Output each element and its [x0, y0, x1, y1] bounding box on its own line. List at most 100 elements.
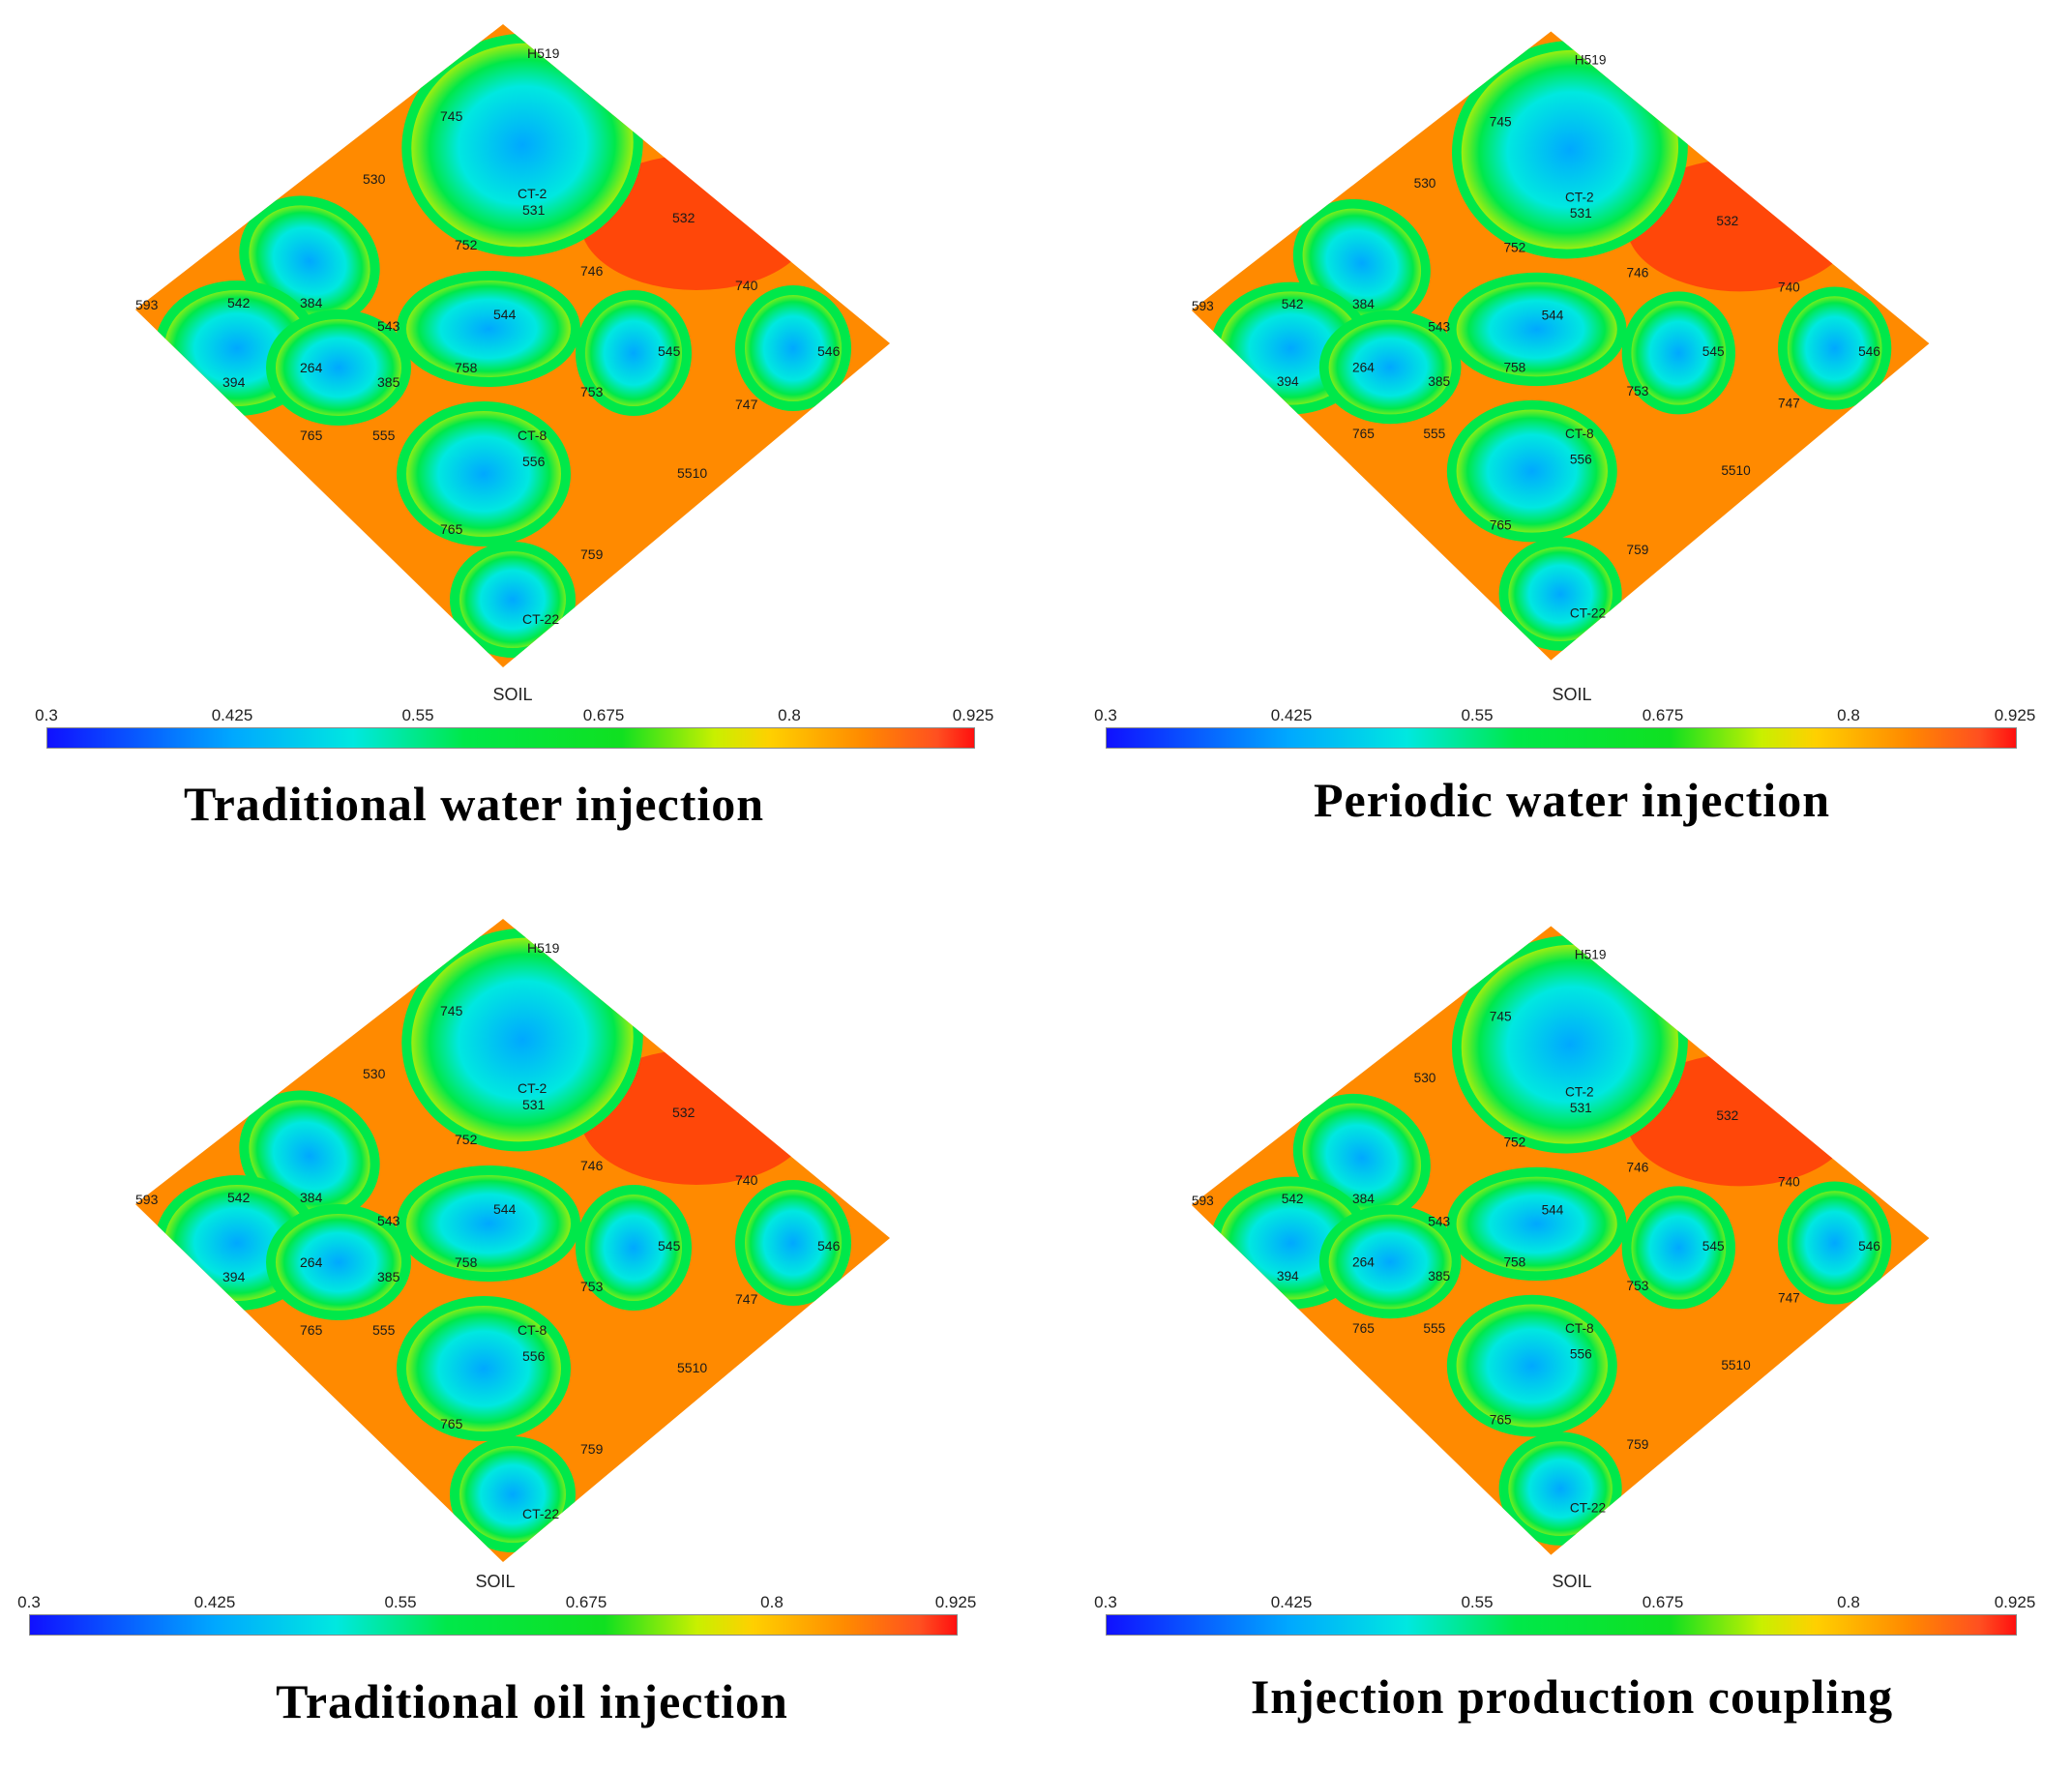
tick-label: 0.425: [1270, 1593, 1313, 1611]
well-label: 5510: [677, 465, 707, 481]
well-label: 752: [455, 237, 478, 252]
well-label: 385: [1428, 1269, 1450, 1283]
low-saturation-zone: [266, 1204, 411, 1320]
well-label: 758: [455, 1254, 478, 1270]
well-label: 747: [1778, 1291, 1800, 1306]
well-label: 544: [493, 307, 517, 322]
well-label: 544: [1542, 1203, 1564, 1218]
low-saturation-zone: [1777, 1181, 1892, 1305]
well-label: 546: [1858, 1239, 1880, 1254]
colorbar-title: SOIL: [475, 1572, 516, 1591]
well-label: 530: [363, 1066, 386, 1081]
well-label: 546: [1858, 344, 1880, 359]
well-label: 543: [377, 318, 400, 334]
well-label: 544: [1542, 309, 1564, 323]
well-label: 264: [1352, 360, 1375, 374]
well-label: 542: [1282, 1192, 1304, 1206]
well-label: CT-2: [518, 186, 548, 201]
well-label: 394: [222, 1269, 246, 1284]
colorbar-title: SOIL: [1552, 685, 1592, 704]
well-label: 745: [1490, 114, 1512, 129]
well-label: 765: [300, 428, 323, 443]
well-label: 542: [227, 295, 251, 310]
well-label: 530: [1414, 1071, 1436, 1085]
low-saturation-zone: [576, 290, 692, 416]
panel-caption: Injection production coupling: [1250, 1669, 1894, 1724]
well-label: 385: [377, 1269, 400, 1284]
well-label: 556: [1570, 1346, 1592, 1361]
well-label: 545: [658, 1238, 681, 1254]
colorbar: 0.3 0.425 0.55 0.675 0.8 0.925: [1094, 1593, 2035, 1651]
well-label: 530: [1414, 176, 1436, 191]
well-label: CT-8: [1565, 427, 1594, 441]
tick-label: 0.3: [17, 1593, 41, 1611]
low-saturation-zone: [1621, 291, 1735, 415]
well-label: 758: [1503, 1254, 1525, 1269]
well-label: 5510: [677, 1360, 707, 1375]
low-saturation-zone: [735, 1180, 851, 1306]
well-label: 555: [372, 1322, 396, 1338]
low-saturation-zone: [397, 401, 571, 546]
well-label: 264: [300, 1254, 323, 1270]
tick-label: 0.55: [1461, 706, 1494, 724]
well-label: 758: [455, 360, 478, 375]
tick-label: 0.675: [582, 706, 625, 724]
well-label: 545: [1702, 1239, 1725, 1254]
colorbar-gradient: [46, 727, 975, 749]
well-label: 542: [227, 1190, 251, 1205]
colorbar: 0.3 0.425 0.55 0.675 0.8 0.925: [1094, 706, 2036, 764]
well-label: 593: [1192, 1194, 1214, 1208]
well-label: 753: [580, 1279, 604, 1294]
tick-label: 0.3: [35, 706, 58, 724]
well-label: 542: [1282, 297, 1304, 311]
tick-label: 0.8: [760, 1593, 784, 1611]
low-saturation-zone: [735, 285, 851, 411]
well-label: 5510: [1721, 1358, 1751, 1372]
well-label: 544: [493, 1201, 517, 1217]
well-label: 759: [580, 546, 604, 562]
tick-label: 0.55: [1461, 1593, 1494, 1611]
well-label: 545: [1702, 344, 1725, 359]
tick-label: 0.425: [1270, 706, 1313, 724]
well-label: 746: [580, 1158, 604, 1173]
tick-label: 0.925: [934, 1593, 977, 1611]
well-label: 752: [1503, 240, 1525, 254]
well-label: 394: [1277, 1269, 1299, 1283]
well-label: 543: [377, 1213, 400, 1228]
low-saturation-zone: [1498, 537, 1622, 651]
well-label: 394: [1277, 374, 1299, 389]
well-label: 531: [522, 202, 546, 218]
well-label: 765: [1352, 1321, 1375, 1336]
low-saturation-zone: [1446, 272, 1627, 387]
well-label: 759: [1627, 1437, 1649, 1452]
well-label: H519: [1575, 948, 1607, 962]
well-label: 555: [372, 428, 396, 443]
colorbar-gradient: [1106, 1614, 2017, 1636]
well-label: 593: [1192, 299, 1214, 313]
tick-label: 0.55: [384, 1593, 417, 1611]
tick-label: 0.425: [211, 706, 253, 724]
well-label: CT-22: [522, 1506, 559, 1521]
colorbar: 0.3 0.425 0.55 0.675 0.8 0.925: [35, 706, 993, 764]
tick-label: 0.925: [1994, 706, 2036, 724]
well-label: CT-2: [1565, 1084, 1594, 1099]
low-saturation-zone: [1446, 399, 1617, 543]
well-label: 765: [1352, 427, 1375, 441]
tick-label: 0.925: [952, 706, 994, 724]
tick-label: 0.675: [1642, 1593, 1684, 1611]
well-label: 753: [580, 384, 604, 399]
panel-caption: Periodic water injection: [1313, 773, 1831, 827]
well-label: 556: [522, 1348, 546, 1364]
well-label: 543: [1428, 319, 1450, 334]
well-label: 5510: [1721, 463, 1751, 478]
well-label: CT-8: [518, 428, 548, 443]
well-label: 747: [735, 397, 758, 412]
well-label: 746: [1627, 266, 1649, 280]
tick-label: 0.3: [1094, 1593, 1117, 1611]
well-label: 384: [1352, 297, 1375, 311]
well-label: 765: [440, 521, 463, 537]
panel-caption: Traditional water injection: [183, 777, 765, 831]
well-label: 747: [1778, 397, 1800, 411]
